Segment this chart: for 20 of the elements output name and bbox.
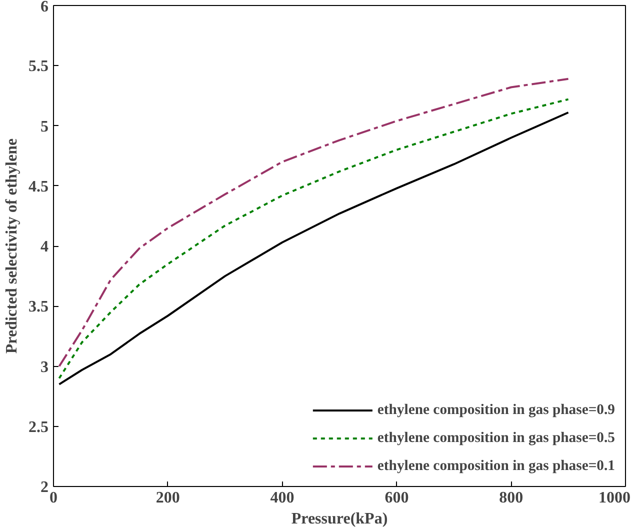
x-tick-label: 800 xyxy=(499,490,524,506)
y-tick-label: 5 xyxy=(40,118,48,136)
y-tick-label: 3.5 xyxy=(28,298,48,316)
x-tick-label: 0 xyxy=(50,490,58,506)
legend-label: ethylene composition in gas phase=0.1 xyxy=(377,458,615,474)
x-tick-label: 600 xyxy=(384,490,409,506)
x-tick-label: 1000 xyxy=(598,490,630,506)
x-axis-title: Pressure(kPa) xyxy=(291,510,388,528)
legend-label: ethylene composition in gas phase=0.5 xyxy=(377,430,615,446)
y-tick-label: 2 xyxy=(40,479,48,496)
y-tick-label: 2.5 xyxy=(28,418,48,436)
y-axis-title: Predicted selectivity of ethylene xyxy=(4,138,20,354)
y-tick-label: 4 xyxy=(40,238,48,256)
x-tick-label: 200 xyxy=(156,490,180,506)
x-tick-label: 400 xyxy=(270,490,294,506)
y-tick-label: 5.5 xyxy=(28,58,48,76)
y-tick-label: 3 xyxy=(40,358,48,376)
y-tick-label: 4.5 xyxy=(28,178,48,196)
legend-label: ethylene composition in gas phase=0.9 xyxy=(377,402,615,418)
y-tick-label: 6 xyxy=(40,0,48,16)
